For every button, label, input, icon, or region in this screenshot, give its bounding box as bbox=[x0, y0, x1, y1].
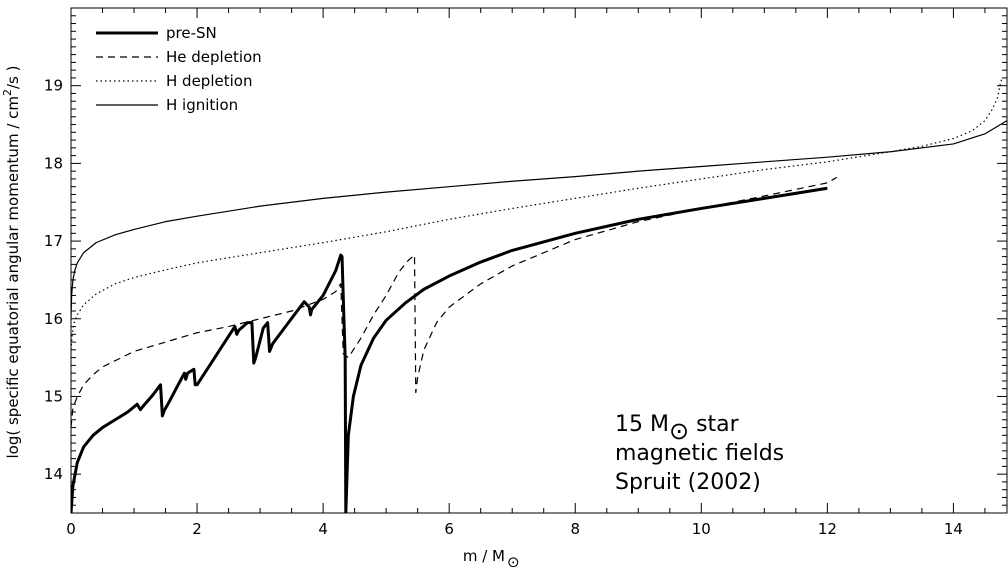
legend-label-h-ignition: H ignition bbox=[166, 96, 238, 114]
y-tick-label: 17 bbox=[44, 232, 63, 250]
series-line-h-depletion bbox=[71, 77, 1004, 350]
legend-label-he-depletion: He depletion bbox=[166, 48, 262, 66]
series-line-h-ignition bbox=[71, 120, 1008, 319]
series-layer bbox=[71, 77, 1008, 513]
x-tick-label: 12 bbox=[818, 520, 837, 538]
y-tick-label: 18 bbox=[44, 154, 63, 172]
annotation-line1-suffix: star bbox=[689, 412, 740, 437]
x-tick-label: 8 bbox=[570, 520, 580, 538]
x-tick-label: 2 bbox=[192, 520, 202, 538]
legend: pre-SN He depletion H depletion H igniti… bbox=[96, 24, 262, 114]
x-axis-title: m / M bbox=[463, 547, 505, 565]
legend-label-pre-sn: pre-SN bbox=[166, 24, 217, 42]
x-axis-title-sub: ⊙ bbox=[507, 553, 520, 571]
x-tick-label: 0 bbox=[66, 520, 76, 538]
y-tick-label: 19 bbox=[44, 77, 63, 95]
series-line-pre-sn bbox=[71, 186, 828, 513]
annotation-line3: Spruit (2002) bbox=[615, 470, 761, 495]
x-tick-label: 6 bbox=[444, 520, 454, 538]
axis-ticks bbox=[70, 8, 1007, 514]
annotation-line2: magnetic fields bbox=[615, 441, 784, 466]
legend-label-h-depletion: H depletion bbox=[166, 72, 252, 90]
series-line-he-depletion bbox=[71, 176, 838, 428]
x-tick-label: 10 bbox=[692, 520, 711, 538]
y-tick-label: 14 bbox=[44, 465, 63, 483]
y-axis-title: log( specific equatorial angular momentu… bbox=[1, 65, 22, 458]
y-axis-title-sup: 2 bbox=[1, 89, 14, 96]
plot-frame bbox=[70, 7, 1008, 514]
y-tick-label: 16 bbox=[44, 310, 63, 328]
annotation-sun-symbol: ⊙ bbox=[669, 417, 689, 445]
y-axis-title-tail: /s ) bbox=[4, 65, 22, 89]
annotation: 15 M⊙ star magnetic fields Spruit (2002) bbox=[615, 412, 784, 495]
y-axis-title-main: log( specific equatorial angular momentu… bbox=[4, 96, 22, 459]
annotation-line1: 15 M⊙ star bbox=[615, 412, 740, 445]
x-tick-label: 4 bbox=[318, 520, 328, 538]
x-tick-label: 14 bbox=[944, 520, 963, 538]
axis-tick-labels: 0 2 4 6 8 10 12 14 14 15 16 17 18 19 bbox=[44, 77, 963, 538]
annotation-line1-prefix: 15 M bbox=[615, 412, 669, 437]
y-tick-label: 15 bbox=[44, 387, 63, 405]
